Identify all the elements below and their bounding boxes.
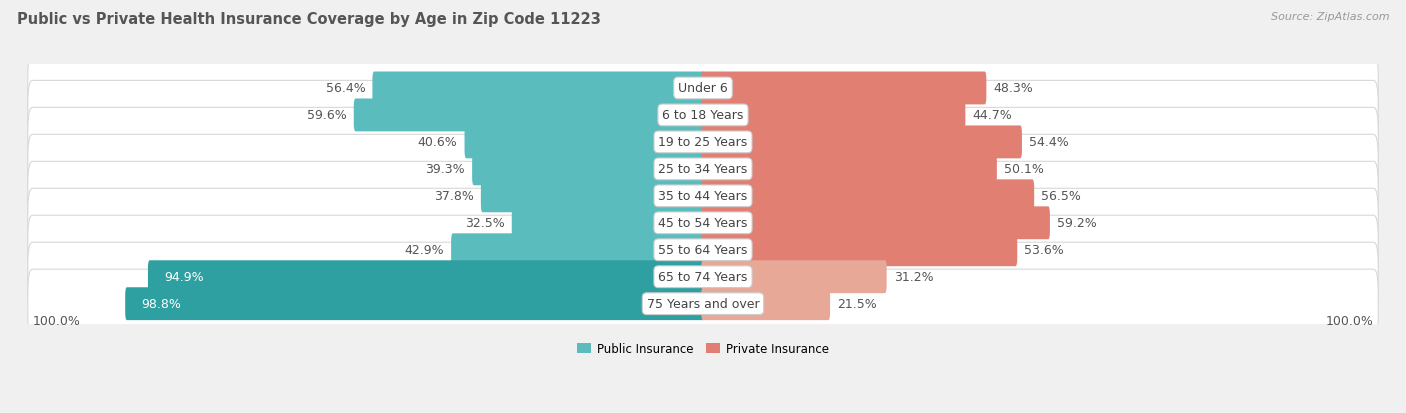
Text: 94.9%: 94.9% xyxy=(165,271,204,284)
Text: 37.8%: 37.8% xyxy=(434,190,474,203)
Text: 32.5%: 32.5% xyxy=(465,217,505,230)
Text: 59.2%: 59.2% xyxy=(1057,217,1097,230)
FancyBboxPatch shape xyxy=(451,234,704,266)
Text: Public vs Private Health Insurance Coverage by Age in Zip Code 11223: Public vs Private Health Insurance Cover… xyxy=(17,12,600,27)
Text: 21.5%: 21.5% xyxy=(837,297,877,311)
Text: 56.5%: 56.5% xyxy=(1042,190,1081,203)
Text: 31.2%: 31.2% xyxy=(894,271,934,284)
Text: 44.7%: 44.7% xyxy=(973,109,1012,122)
Text: Source: ZipAtlas.com: Source: ZipAtlas.com xyxy=(1271,12,1389,22)
FancyBboxPatch shape xyxy=(702,153,997,186)
Text: 55 to 64 Years: 55 to 64 Years xyxy=(658,244,748,256)
Text: 35 to 44 Years: 35 to 44 Years xyxy=(658,190,748,203)
FancyBboxPatch shape xyxy=(28,54,1378,123)
Text: 40.6%: 40.6% xyxy=(418,136,457,149)
Text: 42.9%: 42.9% xyxy=(405,244,444,256)
FancyBboxPatch shape xyxy=(481,180,704,213)
FancyBboxPatch shape xyxy=(702,99,966,132)
Text: 50.1%: 50.1% xyxy=(1004,163,1043,176)
Text: 100.0%: 100.0% xyxy=(32,314,80,327)
Text: 6 to 18 Years: 6 to 18 Years xyxy=(662,109,744,122)
FancyBboxPatch shape xyxy=(28,270,1378,338)
Text: 54.4%: 54.4% xyxy=(1029,136,1069,149)
FancyBboxPatch shape xyxy=(28,189,1378,258)
FancyBboxPatch shape xyxy=(702,180,1035,213)
FancyBboxPatch shape xyxy=(28,108,1378,177)
FancyBboxPatch shape xyxy=(373,72,704,105)
Text: 39.3%: 39.3% xyxy=(426,163,465,176)
FancyBboxPatch shape xyxy=(28,81,1378,150)
FancyBboxPatch shape xyxy=(702,261,887,294)
Text: 25 to 34 Years: 25 to 34 Years xyxy=(658,163,748,176)
FancyBboxPatch shape xyxy=(464,126,704,159)
Text: 56.4%: 56.4% xyxy=(326,82,366,95)
FancyBboxPatch shape xyxy=(28,242,1378,311)
FancyBboxPatch shape xyxy=(702,72,987,105)
FancyBboxPatch shape xyxy=(28,216,1378,285)
Text: 65 to 74 Years: 65 to 74 Years xyxy=(658,271,748,284)
Text: 59.6%: 59.6% xyxy=(307,109,347,122)
FancyBboxPatch shape xyxy=(512,207,704,240)
FancyBboxPatch shape xyxy=(28,162,1378,231)
Text: 98.8%: 98.8% xyxy=(142,297,181,311)
FancyBboxPatch shape xyxy=(702,126,1022,159)
Text: 100.0%: 100.0% xyxy=(1326,314,1374,327)
Text: 19 to 25 Years: 19 to 25 Years xyxy=(658,136,748,149)
FancyBboxPatch shape xyxy=(148,261,704,294)
Text: 75 Years and over: 75 Years and over xyxy=(647,297,759,311)
Text: 45 to 54 Years: 45 to 54 Years xyxy=(658,217,748,230)
FancyBboxPatch shape xyxy=(354,99,704,132)
FancyBboxPatch shape xyxy=(28,135,1378,204)
FancyBboxPatch shape xyxy=(472,153,704,186)
Legend: Public Insurance, Private Insurance: Public Insurance, Private Insurance xyxy=(572,337,834,360)
Text: Under 6: Under 6 xyxy=(678,82,728,95)
FancyBboxPatch shape xyxy=(702,287,830,320)
FancyBboxPatch shape xyxy=(702,207,1050,240)
FancyBboxPatch shape xyxy=(125,287,704,320)
FancyBboxPatch shape xyxy=(702,234,1018,266)
Text: 48.3%: 48.3% xyxy=(994,82,1033,95)
Text: 53.6%: 53.6% xyxy=(1024,244,1064,256)
